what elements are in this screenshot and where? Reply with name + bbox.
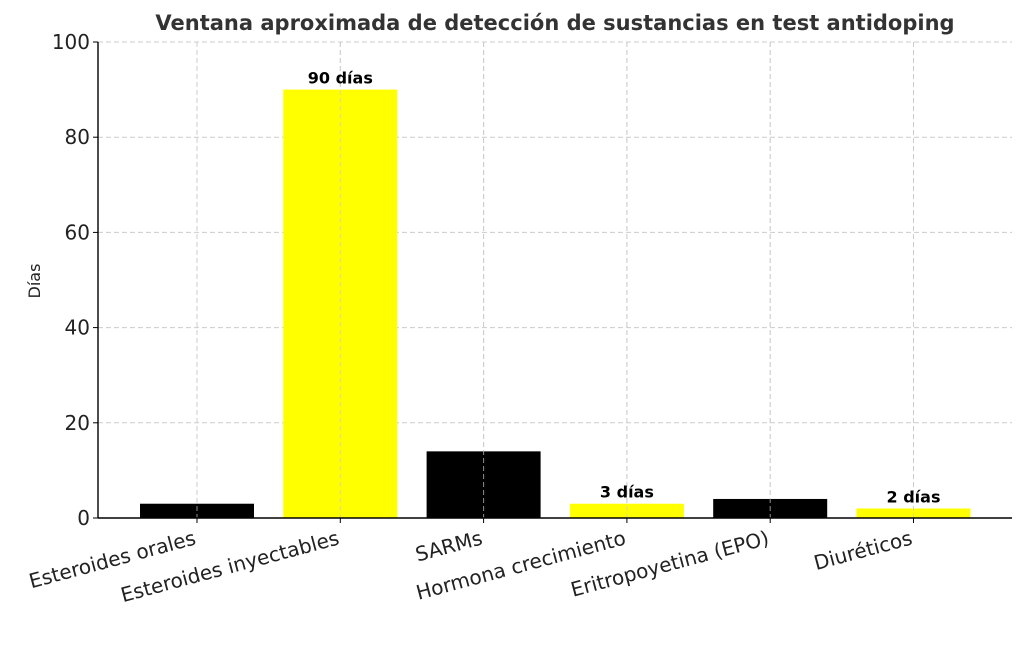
bar [856,508,971,518]
y-tick-label: 0 [77,506,90,530]
data-label: 2 días [887,487,941,506]
chart-title: Ventana aproximada de detección de susta… [155,11,954,35]
x-tick-label: Diuréticos [811,526,915,575]
axes [93,41,1012,523]
y-axis-label: Días [25,264,44,299]
data-label: 90 días [308,69,373,88]
y-tick-label: 80 [65,125,90,149]
y-tick-label: 40 [65,316,90,340]
data-label: 3 días [600,483,654,502]
y-tick-label: 60 [65,220,90,244]
grid-lines [98,41,1012,518]
y-tick-label: 20 [65,411,90,435]
data-labels: 90 días 3 días 2 días [308,69,941,507]
x-tick-label: SARMs [413,526,485,567]
bars [140,42,971,518]
y-tick-label: 100 [52,30,90,54]
